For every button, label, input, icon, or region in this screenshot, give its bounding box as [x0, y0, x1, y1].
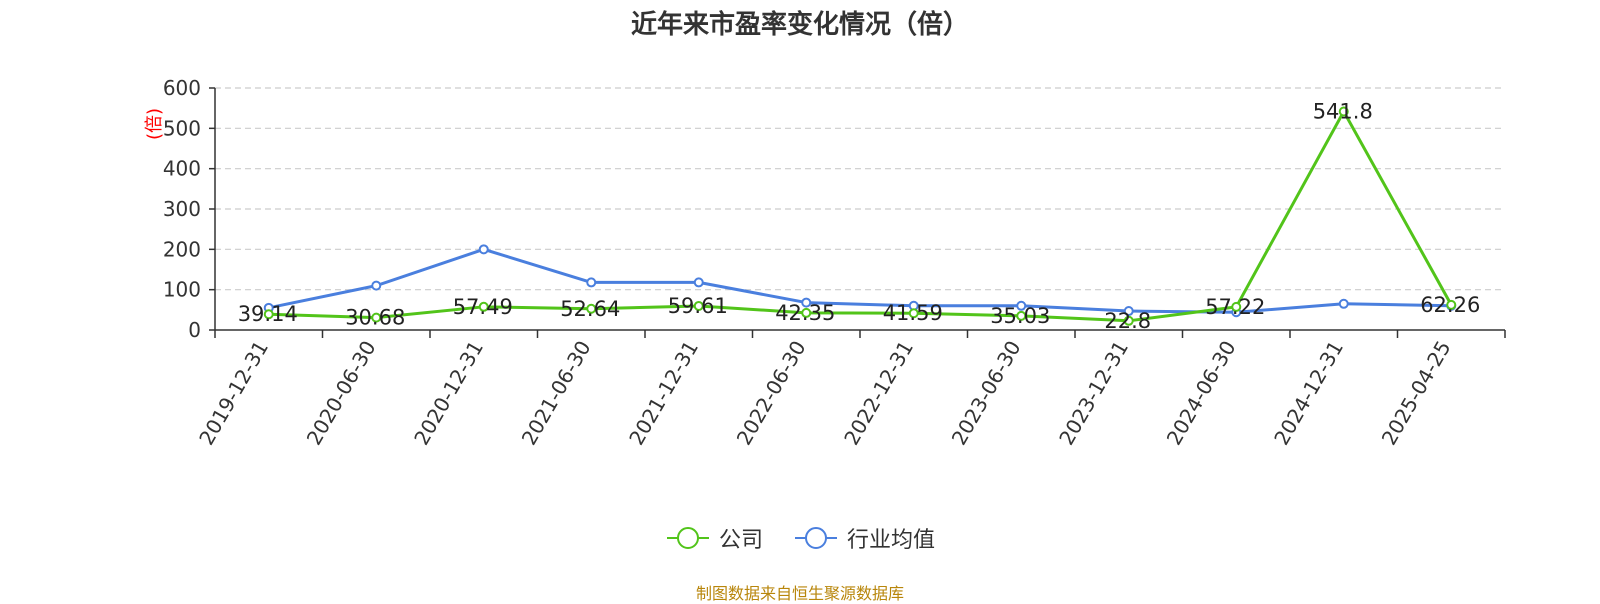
data-point-company: [263, 309, 274, 320]
data-point-company: [1016, 310, 1027, 321]
y-tick-label: 100: [163, 278, 201, 302]
data-label: 52.64: [560, 297, 620, 321]
series-line-industry: [268, 247, 1452, 314]
x-tick-label: 2022-06-30: [732, 337, 811, 450]
legend-line-circle-icon: [795, 527, 837, 549]
chart-legend: 公司 行业均值: [0, 520, 1600, 556]
legend-circle: [676, 527, 699, 549]
data-point-company: [586, 303, 597, 314]
data-point-industry: [801, 297, 812, 308]
legend-label-industry: 行业均值: [847, 528, 936, 553]
legend-line-circle-icon: [666, 527, 709, 549]
legend-item-industry[interactable]: 行业均值: [793, 522, 935, 554]
x-tick-label: 2023-12-31: [1054, 337, 1133, 450]
x-tick-label: 2024-12-31: [1269, 337, 1348, 450]
data-point-industry: [1123, 306, 1134, 317]
x-tick-label: 2025-04-25: [1377, 337, 1456, 450]
line-chart: 0 100 200 300 400 500 600 (倍) 2019-12-31 2020-06-…: [144, 76, 1506, 450]
data-label: 57.49: [453, 295, 513, 319]
y-tick-label: 500: [163, 116, 201, 140]
x-tick-label: 2020-06-30: [302, 337, 381, 450]
data-label: 39.14: [238, 302, 298, 326]
y-tick-label: 600: [163, 76, 201, 100]
data-label: 59.61: [668, 294, 728, 318]
data-label: 35.03: [990, 304, 1050, 328]
legend-label-company: 公司: [718, 528, 763, 553]
x-tick-label: 2024-06-30: [1162, 337, 1241, 450]
data-point-company: [371, 312, 382, 323]
y-tick-label: 300: [163, 197, 201, 221]
y-tick-label: 200: [163, 237, 201, 261]
data-point-industry: [693, 277, 704, 288]
data-point-company: [1338, 106, 1349, 117]
data-point-company: [693, 300, 704, 311]
data-source-note: 制图数据来自恒生聚源数据库: [695, 584, 904, 603]
series-line-company: [268, 109, 1453, 323]
data-label: 62.26: [1420, 293, 1480, 317]
data-point-company: [908, 308, 919, 319]
data-point-company: [801, 307, 812, 318]
legend-circle: [805, 527, 827, 549]
data-point-company: [1446, 299, 1457, 310]
data-point-company: [478, 301, 489, 312]
data-point-industry: [586, 277, 597, 288]
x-tick-label: 2019-12-31: [194, 337, 273, 450]
data-point-industry: [1016, 300, 1027, 311]
x-tick-label: 2023-06-30: [947, 337, 1026, 450]
data-label: 30.68: [345, 306, 405, 330]
data-label: 22.8: [1104, 309, 1151, 333]
x-tick-label: 2021-12-31: [624, 337, 703, 450]
data-label: 57.22: [1205, 295, 1265, 319]
y-axis-unit-label: (倍): [144, 108, 165, 140]
data-label: 42.35: [775, 301, 835, 325]
legend-item-company[interactable]: 公司: [665, 522, 763, 554]
data-label: 41.59: [883, 301, 943, 325]
x-tick-label: 2020-12-31: [409, 337, 488, 450]
chart-title: 近年来市盈率变化情况（倍）: [630, 10, 969, 40]
data-point-industry: [1338, 298, 1349, 309]
data-label: 541.8: [1313, 99, 1373, 123]
x-tick-label: 2021-06-30: [517, 337, 596, 450]
data-point-company: [1231, 301, 1242, 312]
x-tick-label: 2022-12-31: [839, 337, 918, 450]
data-point-industry: [371, 280, 382, 291]
y-tick-label: 0: [188, 318, 201, 342]
data-point-industry: [478, 244, 489, 255]
y-tick-label: 400: [163, 157, 201, 181]
data-point-company: [1123, 315, 1134, 326]
